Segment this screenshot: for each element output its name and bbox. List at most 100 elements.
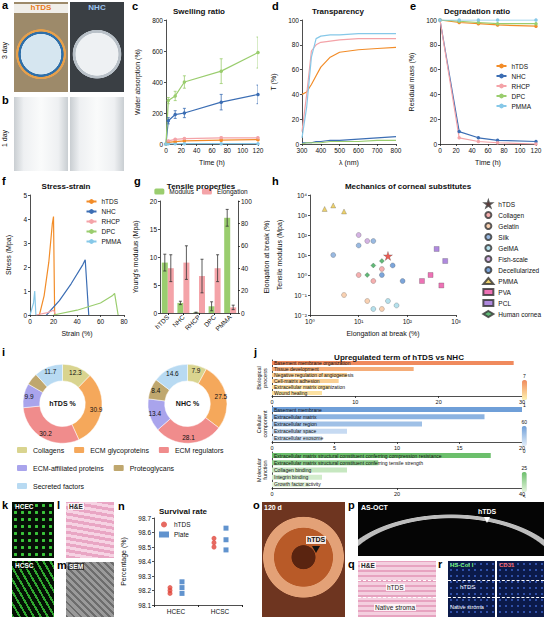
svg-text:800: 800 (152, 17, 163, 24)
svg-text:5: 5 (23, 192, 27, 199)
svg-text:13.4: 13.4 (149, 410, 162, 417)
svg-text:5: 5 (523, 494, 526, 499)
svg-text:Elongation at break (%): Elongation at break (%) (263, 220, 270, 293)
svg-text:0: 0 (28, 318, 32, 325)
svg-text:15: 15 (456, 445, 462, 451)
svg-text:ECM glycoproteins: ECM glycoproteins (90, 447, 149, 455)
svg-text:Extracellular matrix structura: Extracellular matrix structural constitu… (274, 453, 442, 459)
svg-text:NHC %: NHC % (176, 400, 200, 407)
svg-text:40: 40 (241, 265, 249, 272)
svg-text:10⁴: 10⁴ (297, 192, 307, 199)
svg-text:0: 0 (241, 310, 245, 317)
svg-text:9.9: 9.9 (25, 393, 34, 400)
svg-text:100: 100 (288, 17, 299, 24)
svg-text:1: 1 (23, 288, 27, 295)
svg-text:20: 20 (430, 116, 438, 123)
svg-text:80: 80 (120, 318, 128, 325)
svg-text:10⁰: 10⁰ (297, 272, 307, 279)
svg-text:98.7: 98.7 (138, 515, 151, 522)
svg-text:0: 0 (164, 147, 168, 154)
svg-text:Mechanics of corneal substitut: Mechanics of corneal substitutes (345, 182, 472, 191)
svg-text:60: 60 (241, 242, 249, 249)
svg-text:0: 0 (433, 141, 437, 148)
svg-text:Secreted factors: Secreted factors (33, 483, 84, 490)
svg-text:Time (h): Time (h) (475, 159, 501, 167)
svg-text:60: 60 (430, 66, 438, 73)
svg-text:40: 40 (73, 318, 81, 325)
svg-text:80: 80 (224, 147, 232, 154)
svg-text:0: 0 (23, 312, 27, 319)
svg-text:5: 5 (333, 445, 336, 451)
svg-text:Transparency: Transparency (312, 7, 365, 16)
svg-text:Upregulated term of hTDS vs NH: Upregulated term of hTDS vs NHC (334, 353, 464, 362)
svg-text:Water absorption (%): Water absorption (%) (134, 49, 142, 115)
svg-text:Plate: Plate (174, 531, 189, 538)
svg-text:0: 0 (159, 141, 163, 148)
svg-text:PMMA: PMMA (214, 313, 233, 332)
svg-text:10: 10 (150, 254, 158, 261)
svg-text:Swelling ratio: Swelling ratio (173, 7, 225, 16)
svg-text:Stress (Mpa): Stress (Mpa) (5, 235, 13, 275)
svg-text:11.7: 11.7 (44, 368, 57, 375)
svg-text:80: 80 (430, 41, 438, 48)
svg-text:14.6: 14.6 (166, 370, 179, 377)
svg-text:hTDS: hTDS (174, 521, 191, 528)
svg-text:20: 20 (178, 147, 186, 154)
svg-text:20: 20 (452, 147, 460, 154)
svg-text:5: 5 (153, 282, 157, 289)
svg-text:T (%): T (%) (270, 74, 278, 91)
svg-text:process: process (262, 368, 268, 388)
svg-text:hTDS %: hTDS % (49, 400, 76, 407)
svg-text:ECM regulators: ECM regulators (175, 447, 224, 455)
svg-text:RHCP: RHCP (512, 83, 530, 90)
svg-text:98.5: 98.5 (138, 544, 151, 551)
svg-text:PMMA: PMMA (512, 103, 532, 110)
svg-text:60: 60 (208, 147, 216, 154)
svg-text:30.2: 30.2 (39, 430, 52, 437)
svg-text:100: 100 (426, 17, 437, 24)
svg-text:27.5: 27.5 (215, 393, 228, 400)
svg-text:Extracellular exosome: Extracellular exosome (274, 435, 323, 441)
svg-text:Extracellular matrix: Extracellular matrix (274, 414, 317, 420)
svg-text:hTDS: hTDS (498, 201, 515, 208)
svg-text:60: 60 (521, 419, 527, 425)
svg-text:RHCP: RHCP (184, 314, 202, 332)
svg-text:0: 0 (270, 491, 273, 497)
svg-text:10¹: 10¹ (354, 318, 364, 325)
svg-text:40: 40 (193, 147, 201, 154)
svg-text:HCEC: HCEC (167, 608, 186, 615)
svg-text:120: 120 (253, 147, 264, 154)
svg-text:RHCP: RHCP (102, 218, 120, 225)
svg-text:98.2: 98.2 (138, 587, 151, 594)
svg-text:500: 500 (334, 147, 345, 154)
svg-text:8.4: 8.4 (151, 387, 160, 394)
svg-text:28.1: 28.1 (182, 434, 195, 441)
svg-text:60: 60 (484, 147, 492, 154)
svg-text:Young's modulus (Mpa): Young's modulus (Mpa) (132, 220, 140, 293)
svg-text:10³: 10³ (298, 212, 308, 219)
svg-text:hTDS: hTDS (102, 198, 119, 205)
svg-text:PCL: PCL (498, 300, 511, 307)
svg-text:2: 2 (23, 264, 27, 271)
svg-text:Collagen: Collagen (498, 212, 524, 220)
svg-text:Degradation ratio: Degradation ratio (444, 7, 510, 16)
svg-text:25: 25 (521, 465, 527, 471)
svg-text:Time (h): Time (h) (199, 159, 225, 167)
svg-text:Gelatin: Gelatin (498, 223, 519, 230)
svg-text:600: 600 (152, 48, 163, 55)
svg-text:100: 100 (241, 198, 252, 205)
svg-text:60: 60 (292, 66, 300, 73)
svg-text:0: 0 (270, 399, 273, 405)
svg-text:600: 600 (353, 147, 364, 154)
svg-text:Elongation at break (%): Elongation at break (%) (346, 330, 419, 338)
svg-text:Extracellular region: Extracellular region (274, 421, 317, 427)
svg-text:10¹: 10¹ (298, 252, 308, 259)
svg-text:Human cornea: Human cornea (498, 311, 541, 318)
svg-text:98.6: 98.6 (138, 529, 151, 536)
svg-text:4: 4 (23, 216, 27, 223)
svg-text:Wound healing: Wound healing (274, 390, 307, 396)
svg-text:DPC: DPC (102, 228, 116, 235)
svg-text:Extracellular matrix structura: Extracellular matrix structural constitu… (274, 460, 423, 466)
svg-text:200: 200 (152, 110, 163, 117)
svg-text:300: 300 (297, 147, 308, 154)
